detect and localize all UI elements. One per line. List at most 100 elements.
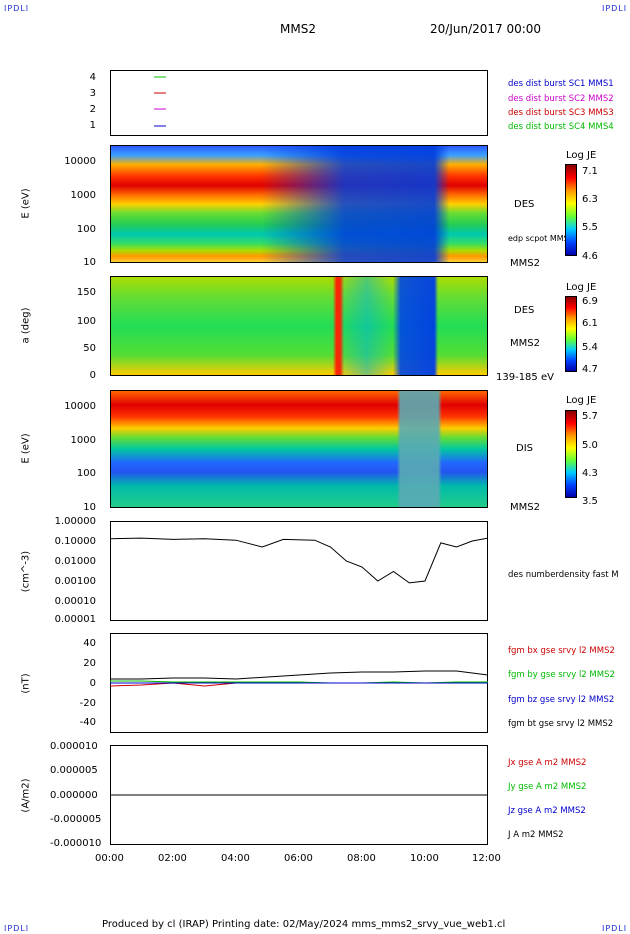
burst-ytick: 4 — [89, 72, 96, 83]
xaxis-tick: 12:00 — [472, 853, 501, 864]
des-pitch-sc: MMS2 — [510, 338, 540, 349]
des-energy-cbar-tick: 7.1 — [582, 166, 598, 177]
dis-energy-ytick: 100 — [76, 468, 96, 479]
des-pitch-ytick: 100 — [76, 316, 96, 327]
des-energy-spectrogram — [110, 145, 488, 263]
series-line-4 — [110, 670, 489, 680]
dis-energy-cbar-tick: 5.0 — [582, 440, 598, 451]
current-ylabel: (A/m2) — [20, 778, 32, 813]
des-energy-ytick: 100 — [76, 224, 96, 235]
bfield-legend-by: fgm by gse srvy l2 MMS2 — [508, 670, 615, 680]
burst-panel — [110, 70, 488, 136]
des-pitch-colorbar — [565, 296, 577, 372]
des-pitch-cbar-title: Log JE — [566, 282, 597, 293]
bfield-ytick: 0 — [89, 678, 96, 689]
dis-energy-instrument: DIS — [516, 443, 533, 454]
series-line-1 — [109, 537, 489, 584]
burst-legend-sc2: des dist burst SC2 MMS2 — [508, 94, 614, 104]
density-ytick: 0.00100 — [54, 576, 96, 587]
des-pitch-cbar-tick: 6.1 — [582, 318, 598, 329]
burst-legend-sc4: des dist burst SC4 MMS4 — [508, 122, 614, 132]
des-pitch-cbar-tick: 5.4 — [582, 342, 598, 353]
current-legend-jx: Jx gse A m2 MMS2 — [508, 758, 587, 768]
xaxis-tick: 00:00 — [95, 853, 124, 864]
current-ytick: 0.000005 — [50, 765, 98, 776]
bfield-legend-bz: fgm bz gse srvy l2 MMS2 — [508, 695, 615, 705]
dis-energy-colorbar — [565, 410, 577, 498]
density-ytick: 0.00001 — [54, 614, 96, 625]
bfield-legend-bx: fgm bx gse srvy l2 MMS2 — [508, 646, 615, 656]
burst-legend-sc3: des dist burst SC3 MMS3 — [508, 108, 614, 118]
des-energy-sc: MMS2 — [510, 258, 540, 269]
density-ytick: 0.00010 — [54, 596, 96, 607]
current-ytick: -0.000005 — [50, 814, 102, 825]
bfield-ylabel: (nT) — [20, 673, 32, 694]
current-ytick: -0.000010 — [50, 838, 102, 849]
current-ytick: 0.000010 — [50, 741, 98, 752]
des-pitch-angle-spectrogram — [110, 276, 488, 376]
xaxis-tick: 10:00 — [410, 853, 439, 864]
des-energy-cbar-tick: 5.5 — [582, 222, 598, 233]
footer-text: Produced by cl (IRAP) Printing date: 02/… — [102, 919, 506, 930]
burst-ytick: 1 — [89, 120, 96, 131]
des-energy-colorbar — [565, 164, 577, 256]
dis-energy-sc: MMS2 — [510, 502, 540, 513]
des-energy-cbar-tick: 4.6 — [582, 251, 598, 262]
des-energy-instrument: DES — [514, 199, 535, 210]
xaxis-tick: 04:00 — [221, 853, 250, 864]
burst-ytick: 2 — [89, 104, 96, 115]
bfield-ytick: 20 — [83, 658, 96, 669]
date-label: 20/Jun/2017 00:00 — [430, 22, 542, 36]
xaxis-tick: 06:00 — [284, 853, 313, 864]
xaxis-tick: 08:00 — [347, 853, 376, 864]
density-ylabel: (cm^-3) — [20, 550, 32, 593]
density-legend: des numberdensity fast M — [508, 570, 619, 580]
dis-energy-ytick: 10000 — [64, 401, 96, 412]
corner-label-br: IPDLI — [602, 924, 628, 933]
des-pitch-ytick: 150 — [76, 287, 96, 298]
des-energy-ytick: 10 — [83, 257, 96, 268]
density-ytick: 0.01000 — [54, 556, 96, 567]
dis-energy-cbar-tick: 4.3 — [582, 468, 598, 479]
des-pitch-instrument: DES — [514, 305, 535, 316]
corner-label-tl: IPDLI — [4, 4, 30, 13]
burst-ytick: 3 — [89, 88, 96, 99]
bfield-plot — [109, 670, 489, 687]
des-pitch-ytick: 50 — [83, 343, 96, 354]
current-legend-jy: Jy gse A m2 MMS2 — [508, 782, 587, 792]
des-energy-cbar-title: Log JE — [566, 150, 597, 161]
density-panel — [110, 521, 488, 621]
dis-energy-cbar-title: Log JE — [566, 395, 597, 406]
page-title: MMS2 — [280, 22, 316, 36]
des-pitch-ylabel: a (deg) — [20, 307, 32, 344]
current-legend-jz: Jz gse A m2 MMS2 — [508, 806, 586, 816]
des-pitch-cbar-tick: 4.7 — [582, 364, 598, 375]
des-energy-overlay-label: edp scpot MMS2 — [508, 234, 574, 243]
dis-energy-cbar-tick: 3.5 — [582, 496, 598, 507]
corner-label-bl: IPDLI — [4, 924, 30, 933]
bfield-legend-bt: fgm bt gse srvy l2 MMS2 — [508, 719, 614, 729]
dis-energy-ytick: 10 — [83, 502, 96, 513]
current-legend-j: J A m2 MMS2 — [508, 830, 564, 840]
density-plot — [109, 537, 489, 584]
density-ytick: 1.00000 — [54, 516, 96, 527]
dis-energy-spectrogram — [110, 390, 488, 508]
dis-energy-ylabel: E (eV) — [20, 433, 32, 464]
des-energy-cbar-tick: 6.3 — [582, 194, 598, 205]
bfield-ytick: -40 — [79, 717, 96, 728]
corner-label-tr: IPDLI — [602, 4, 628, 13]
bfield-ytick: -20 — [79, 698, 96, 709]
dis-energy-cbar-tick: 5.7 — [582, 411, 598, 422]
des-pitch-ytick: 0 — [89, 370, 96, 381]
bfield-ytick: 40 — [83, 638, 96, 649]
xaxis-tick: 02:00 — [158, 853, 187, 864]
dis-energy-ytick: 1000 — [70, 435, 96, 446]
density-ytick: 0.10000 — [54, 536, 96, 547]
des-energy-ytick: 10000 — [64, 156, 96, 167]
current-plot — [110, 794, 488, 796]
des-energy-ytick: 1000 — [70, 190, 96, 201]
burst-legend-sc1: des dist burst SC1 MMS1 — [508, 79, 614, 89]
des-pitch-range: 139-185 eV — [496, 372, 554, 383]
des-energy-ylabel: E (eV) — [20, 188, 32, 219]
current-ytick: 0.000000 — [50, 790, 98, 801]
